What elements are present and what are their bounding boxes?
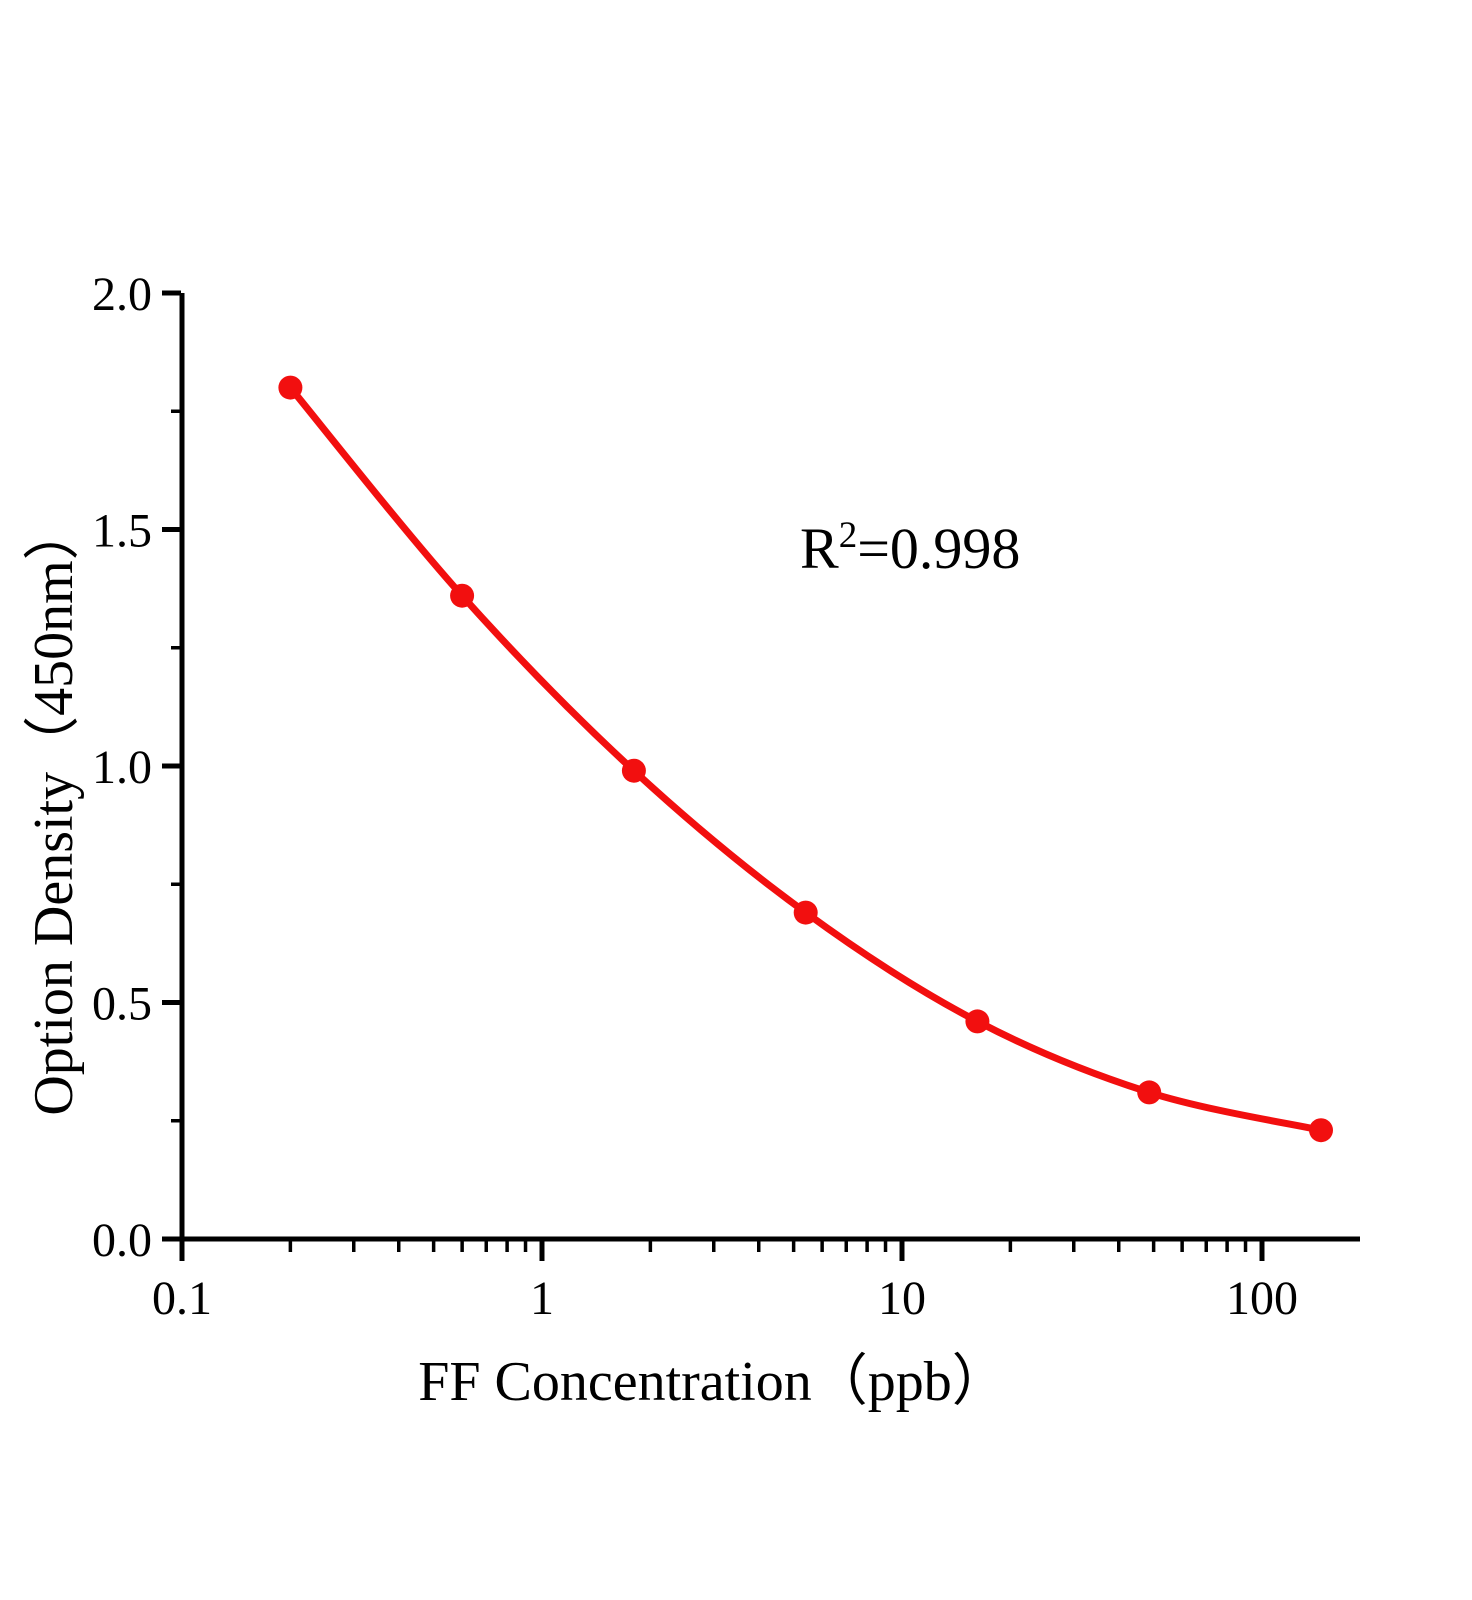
data-point-marker: [278, 375, 303, 400]
x-tick-label: 1: [530, 1272, 554, 1325]
x-axis-title: FF Concentration（ppb）: [418, 1351, 1008, 1413]
data-point-marker: [965, 1009, 990, 1034]
x-tick-label: 10: [878, 1272, 926, 1325]
plot-area: 0.0 0.5 1.0 1.5 2.0 0.1 1 10 100 R2=0.998 FF Co…: [23, 268, 1360, 1413]
series-data-points: [278, 375, 1333, 1143]
data-point-marker: [450, 583, 475, 608]
y-tick-label: 1.5: [92, 505, 152, 558]
x-tick-label: 0.1: [152, 1272, 212, 1325]
data-point-marker: [1309, 1118, 1333, 1143]
x-axis-ticks: [179, 1240, 1265, 1261]
y-tick-label: 0.0: [92, 1214, 152, 1267]
data-point-marker: [621, 758, 646, 783]
series-curve: [286, 384, 1325, 1134]
y-tick-label: 1.0: [92, 741, 152, 794]
y-tick-label: 0.5: [92, 978, 152, 1031]
x-tick-label: 100: [1226, 1272, 1298, 1325]
data-point-marker: [793, 900, 818, 925]
r-squared-annotation: R2=0.998: [800, 515, 1020, 581]
y-axis-ticks: [162, 290, 181, 1242]
y-tick-label: 2.0: [92, 268, 152, 321]
y-axis-tick-labels: 0.0 0.5 1.0 1.5 2.0: [92, 268, 152, 1267]
data-point-marker: [1137, 1080, 1162, 1105]
y-axis-title: Option Density（450nm）: [23, 504, 85, 1115]
x-axis-tick-labels: 0.1 1 10 100: [152, 1272, 1298, 1325]
